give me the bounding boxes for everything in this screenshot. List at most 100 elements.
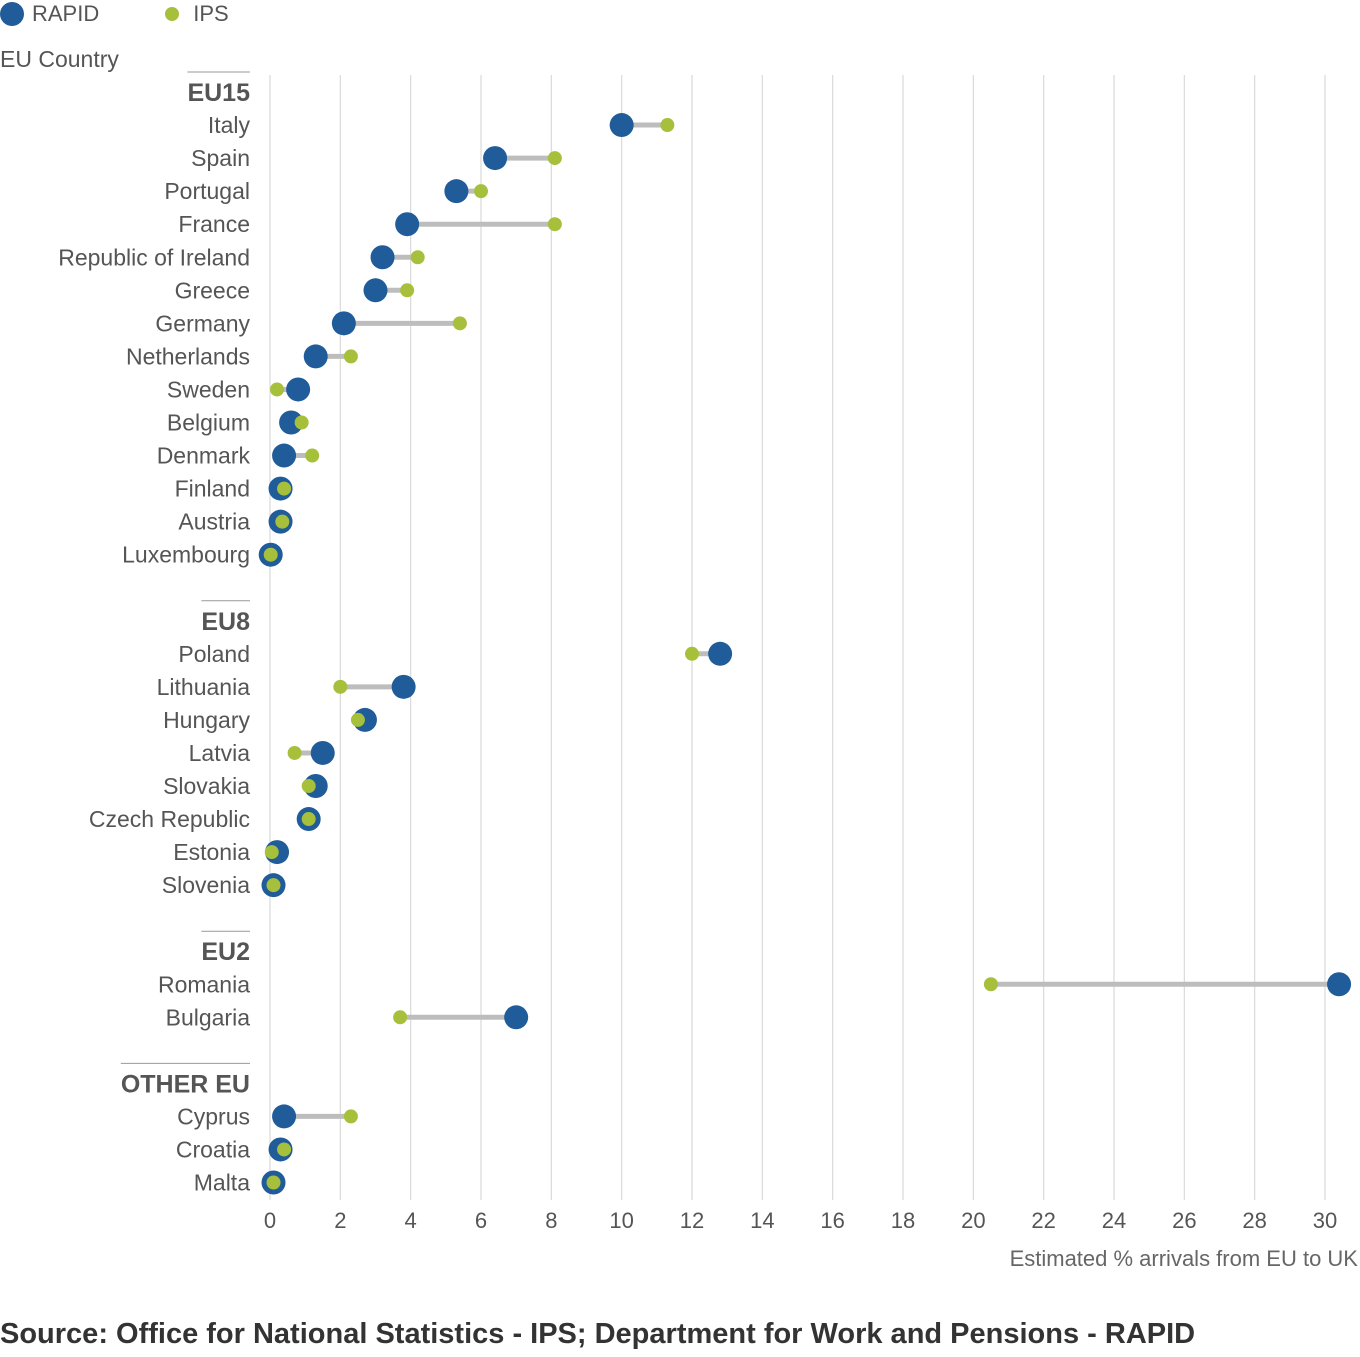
ips-point	[547, 217, 562, 232]
x-tick-label: 14	[750, 1208, 774, 1233]
ips-point	[410, 250, 425, 265]
ips-point	[301, 779, 316, 793]
x-tick-label: 0	[264, 1208, 276, 1233]
country-label: Latvia	[189, 740, 251, 766]
rapid-point	[370, 245, 395, 270]
rapid-point	[391, 674, 416, 699]
x-tick-label: 20	[961, 1208, 985, 1233]
ips-point	[263, 547, 278, 562]
x-tick-label: 24	[1102, 1208, 1126, 1233]
country-label: Estonia	[173, 839, 250, 865]
country-label: Greece	[175, 277, 250, 303]
country-label: Slovakia	[163, 773, 250, 799]
rapid-point	[310, 740, 335, 765]
country-label: Croatia	[176, 1136, 250, 1162]
country-label: Poland	[178, 641, 250, 667]
rapid-point	[331, 311, 356, 336]
rapid-point	[286, 377, 311, 402]
x-tick-label: 12	[680, 1208, 704, 1233]
x-axis-title: Estimated % arrivals from EU to UK	[1009, 1246, 1358, 1271]
legend-rapid-label: RAPID	[32, 1, 100, 26]
country-label: Austria	[178, 509, 250, 535]
ips-point	[452, 316, 467, 331]
country-label: Lithuania	[157, 674, 251, 700]
x-tick-label: 10	[609, 1208, 633, 1233]
x-tick-label: 26	[1172, 1208, 1196, 1233]
country-label: Cyprus	[177, 1103, 250, 1129]
country-label: Portugal	[164, 178, 250, 204]
rapid-point	[279, 410, 304, 435]
rapid-point	[483, 146, 508, 171]
x-tick-label: 2	[334, 1208, 346, 1233]
legend-ips-label: IPS	[193, 1, 229, 26]
group-label: EU2	[201, 938, 250, 966]
ips-point	[660, 118, 675, 133]
x-tick-label: 22	[1031, 1208, 1055, 1233]
country-label: Spain	[191, 145, 250, 171]
legend-item-ips: IPS	[159, 1, 229, 27]
rapid-point	[272, 443, 297, 468]
ips-point	[264, 845, 279, 860]
country-label: Republic of Ireland	[58, 244, 250, 270]
country-label: France	[178, 211, 250, 237]
x-tick-label: 16	[820, 1208, 844, 1233]
country-label: Finland	[175, 476, 250, 502]
x-tick-label: 28	[1242, 1208, 1266, 1233]
ips-point	[983, 977, 998, 992]
x-tick-label: 8	[545, 1208, 557, 1233]
country-label: Hungary	[163, 707, 250, 733]
legend: RAPID IPS	[0, 0, 289, 28]
ips-point	[294, 415, 309, 430]
legend-rapid-marker	[0, 2, 24, 26]
group-label: EU8	[201, 608, 250, 636]
rapid-point	[395, 212, 420, 237]
country-label: Romania	[158, 971, 250, 997]
group-label: EU15	[187, 79, 250, 107]
ips-point	[474, 184, 488, 199]
ips-point	[305, 448, 320, 463]
country-label: Denmark	[157, 443, 251, 469]
x-tick-label: 6	[475, 1208, 487, 1233]
rapid-point	[303, 344, 328, 369]
ips-point	[685, 646, 699, 661]
ips-point	[270, 382, 285, 397]
rapid-point	[504, 1005, 529, 1030]
dumbbell-chart: 0 2 4 6 8 10 12 14 16 18 20 22 24 26 28 30EU15ItalySpai…	[58, 71, 1352, 1233]
ips-point	[277, 1142, 292, 1157]
source-note: Source: Office for National Statistics -…	[0, 1318, 1196, 1350]
ips-point	[333, 679, 348, 694]
country-label: Bulgaria	[166, 1004, 251, 1030]
ips-point	[343, 1109, 358, 1124]
ips-point	[266, 878, 281, 893]
y-axis-title: EU Country	[0, 46, 119, 72]
country-label: Czech Republic	[89, 806, 250, 832]
legend-ips-marker	[165, 7, 180, 21]
country-label: Sweden	[167, 376, 250, 402]
group-label: OTHER EU	[121, 1070, 250, 1098]
ips-point	[400, 283, 415, 298]
country-label: Belgium	[167, 410, 250, 436]
rapid-point	[272, 1104, 297, 1129]
ips-point	[343, 349, 358, 364]
country-label: Slovenia	[162, 872, 250, 898]
country-label: Germany	[155, 310, 250, 336]
rapid-point	[708, 641, 733, 666]
country-label: Netherlands	[126, 343, 250, 369]
legend-item-rapid: RAPID	[0, 1, 99, 27]
ips-point	[393, 1010, 408, 1025]
x-tick-label: 30	[1313, 1208, 1337, 1233]
rapid-point	[609, 113, 634, 138]
rapid-point	[1327, 972, 1352, 997]
rapid-point	[444, 179, 469, 204]
country-label: Malta	[194, 1170, 250, 1196]
ips-point	[547, 151, 562, 166]
country-label: Luxembourg	[122, 542, 250, 568]
ips-point	[301, 812, 316, 827]
country-label: Italy	[208, 112, 251, 138]
ips-point	[266, 1175, 281, 1190]
x-tick-label: 18	[891, 1208, 915, 1233]
rapid-point	[363, 278, 388, 303]
ips-point	[277, 481, 292, 496]
ips-point	[275, 514, 290, 529]
ips-point	[287, 745, 302, 760]
